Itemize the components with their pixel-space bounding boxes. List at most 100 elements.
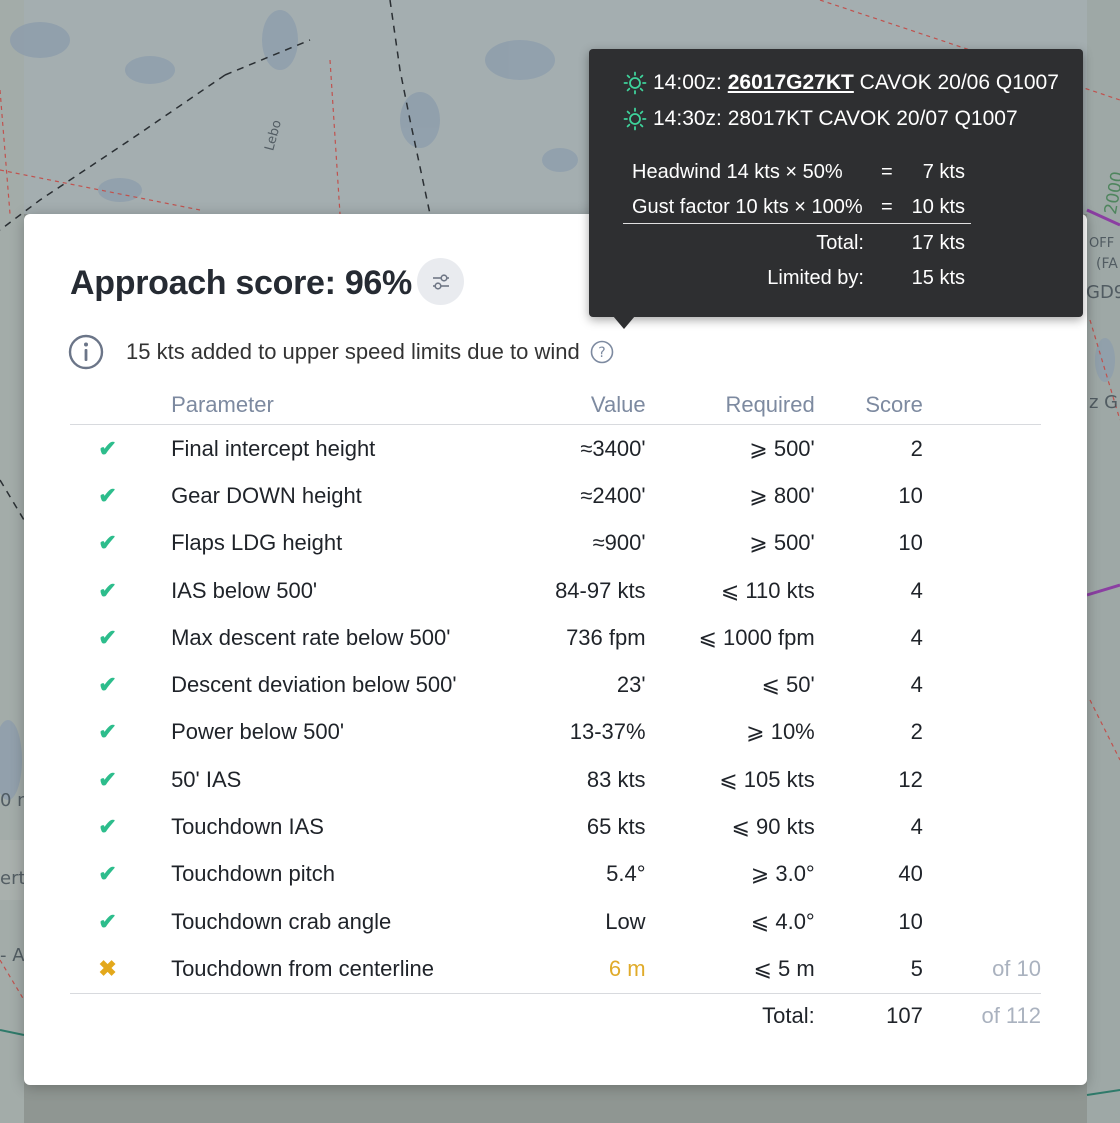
row-parameter: Touchdown from centerline [171,955,434,981]
row-score: 2 [910,719,923,745]
header-score: Score [814,386,923,425]
calc-total-value: 17 kts [911,232,965,254]
check-icon: ✔ [98,577,117,603]
gust-equals: = [881,196,893,218]
metar-line: 14:00z: 26017G27KT CAVOK 20/06 Q1007 [623,71,1059,95]
row-of [923,803,1041,850]
metar-time: 14:30z: [653,107,722,130]
total-label: Total: [645,992,815,1038]
row-of [923,851,1041,898]
row-required: ⩽ 5 m [753,955,815,981]
map-label: ert [0,868,26,889]
calc-total-label: Total: [816,232,864,254]
row-parameter: Power below 500' [171,719,345,745]
row-score: 5 [910,955,923,981]
row-value: ≈900' [592,530,646,556]
row-value: 5.4° [606,861,646,887]
map-label: GD9 [1086,282,1120,303]
map-label: (FA [1096,256,1118,272]
cross-icon: ✖ [98,955,117,981]
row-parameter: Flaps LDG height [171,530,343,556]
approach-score-dialog: Approach score: 96% 15 kts added to uppe… [24,214,1087,1085]
map-water [0,10,1115,800]
metar-line: 14:30z: 28017KT CAVOK 20/07 Q1007 [623,107,1018,131]
metar-text: 28017KT CAVOK 20/07 Q1007 [727,107,1018,130]
row-score: 4 [910,814,923,840]
total-score: 107 [814,992,923,1038]
row-of [923,472,1041,519]
row-value: 6 m [608,955,646,981]
row-parameter: Max descent rate below 500' [171,624,451,650]
check-icon: ✔ [98,766,117,792]
row-value: 13-37% [569,719,646,745]
table-row: ✔ 50' IAS 83 kts ⩽ 105 kts 12 [70,756,1041,803]
headwind-label: Headwind 14 kts × 50% [632,161,843,183]
calc-divider [623,223,971,224]
check-icon: ✔ [98,861,117,887]
header-value: Value [486,386,646,425]
row-value: Low [605,908,646,934]
row-value: 23' [616,672,646,698]
row-required: ⩾ 10% [746,719,815,745]
row-required: ⩾ 800' [749,482,815,508]
limited-value: 15 kts [911,267,965,289]
header-parameter: Parameter [145,386,487,425]
table-row: ✔ Gear DOWN height ≈2400' ⩾ 800' 10 [70,472,1041,519]
row-parameter: Descent deviation below 500' [171,672,457,698]
check-icon: ✔ [98,814,117,840]
row-of [923,425,1041,473]
row-required: ⩽ 105 kts [719,766,815,792]
limited-label: Limited by: [767,267,864,289]
row-of: of 10 [992,955,1041,981]
dialog-title: Approach score: 96% [70,264,412,302]
row-of [923,661,1041,708]
row-of [923,898,1041,945]
row-value: ≈2400' [580,482,646,508]
map-boundaries [0,0,431,521]
row-parameter: Touchdown IAS [171,814,324,840]
wind-info-row: 15 kts added to upper speed limits due t… [68,334,614,370]
gust-label: Gust factor 10 kts × 100% [632,196,863,218]
row-required: ⩽ 1000 fpm [698,624,815,650]
row-of [923,520,1041,567]
table-row: ✔ Max descent rate below 500' 736 fpm ⩽ 100… [70,614,1041,661]
row-of [923,709,1041,756]
row-parameter: 50' IAS [171,766,242,792]
table-row: ✔ Flaps LDG height ≈900' ⩾ 500' 10 [70,520,1041,567]
row-score: 10 [898,482,923,508]
row-required: ⩽ 4.0° [750,908,815,934]
row-score: 40 [898,861,923,887]
header-of [922,386,1041,425]
metar-wind-link[interactable]: 26017G27KT [727,71,854,94]
score-table: Parameter Value Required Score ✔ Final in… [70,386,1041,1038]
row-score: 4 [910,624,923,650]
row-required: ⩾ 500' [749,435,815,461]
sun-icon [623,107,647,131]
table-header-row: Parameter Value Required Score [70,386,1041,425]
row-score: 10 [898,530,923,556]
wind-info-text: 15 kts added to upper speed limits due t… [126,339,580,364]
header-status [70,386,146,425]
row-required: ⩽ 110 kts [720,577,815,603]
row-parameter: Touchdown crab angle [171,908,392,934]
row-required: ⩽ 90 kts [731,814,815,840]
check-icon: ✔ [98,482,117,508]
settings-button[interactable] [417,258,464,305]
check-icon: ✔ [98,719,117,745]
check-icon: ✔ [98,435,117,461]
table-row: ✔ Power below 500' 13-37% ⩾ 10% 2 [70,709,1041,756]
table-row: ✖ Touchdown from centerline 6 m ⩽ 5 m 5 of 10 [70,945,1041,993]
gust-value: 10 kts [911,196,965,218]
row-parameter: Final intercept height [171,435,376,461]
check-icon: ✔ [98,672,117,698]
check-icon: ✔ [98,908,117,934]
map-airspace [0,0,1120,1001]
row-score: 12 [898,766,923,792]
check-icon: ✔ [98,530,117,556]
row-of [923,756,1041,803]
map-label: OFF [1089,236,1115,251]
help-icon[interactable]: ? [590,340,614,364]
sliders-icon [431,273,451,291]
row-of [923,567,1041,614]
table-row: ✔ Final intercept height ≈3400' ⩾ 500' 2 [70,425,1041,473]
